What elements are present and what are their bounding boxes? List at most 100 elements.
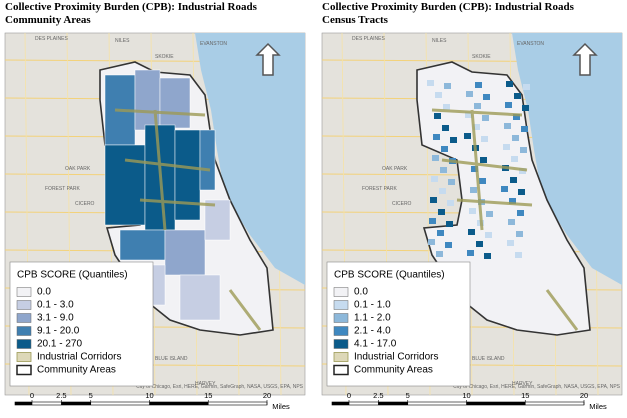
legend-swatch	[333, 287, 349, 297]
attribution: City of Chicago, Esri, HERE, Garmin, Saf…	[453, 384, 621, 390]
tract-fill	[430, 197, 437, 203]
tract-fill	[437, 230, 444, 236]
panel-subtitle: Census Tracts	[322, 14, 389, 26]
legend: CPB SCORE (Quantiles) 0.0 0.1 - 3.0 3.1 - 9…	[9, 261, 154, 387]
tract-fill	[479, 178, 486, 184]
area-fill	[174, 129, 201, 221]
legend-swatch	[16, 326, 32, 336]
tract-fill	[445, 242, 452, 248]
place-label: EVANSTON	[517, 41, 544, 47]
tract-fill	[517, 210, 524, 216]
tract-fill	[443, 104, 450, 110]
tract-fill	[447, 200, 454, 206]
scale-unit: Miles	[272, 402, 290, 411]
tract-fill	[476, 241, 483, 247]
tract-fill	[504, 123, 511, 129]
place-label: CICERO	[392, 201, 412, 207]
scale-label: 20	[263, 391, 271, 400]
scale-label: 2.5	[56, 391, 66, 400]
tract-fill	[513, 114, 520, 120]
place-label: FOREST PARK	[362, 186, 397, 192]
legend-title: CPB SCORE (Quantiles)	[334, 270, 445, 281]
tract-fill	[484, 253, 491, 259]
scale-bar	[149, 402, 209, 405]
place-label: CICERO	[75, 201, 95, 207]
tract-fill	[483, 94, 490, 100]
tract-fill	[481, 136, 488, 142]
legend-label: 0.0	[354, 287, 368, 298]
tract-fill	[446, 221, 453, 227]
scale-label: 2.5	[373, 391, 383, 400]
scale-bar	[332, 402, 349, 405]
scale-label: 10	[145, 391, 153, 400]
tract-fill	[519, 168, 526, 174]
tract-fill	[470, 187, 477, 193]
tract-fill	[480, 157, 487, 163]
legend-label: Industrial Corridors	[37, 352, 121, 363]
scale-label: 5	[89, 391, 93, 400]
lake	[512, 33, 622, 285]
area-fill	[119, 229, 166, 261]
scale-label: 0	[347, 391, 351, 400]
legend-box	[9, 261, 154, 387]
legend-swatch	[333, 339, 349, 349]
north-arrow	[255, 42, 281, 76]
area-fill	[179, 274, 221, 321]
scale-label: 10	[462, 391, 470, 400]
tract-fill	[509, 198, 516, 204]
legend-swatch	[16, 352, 32, 362]
legend-title: CPB SCORE (Quantiles)	[17, 270, 128, 281]
legend-label: 4.1 - 17.0	[354, 339, 397, 350]
place-label: FOREST PARK	[45, 186, 80, 192]
legend-swatch	[333, 313, 349, 323]
place-label: NILES	[432, 38, 447, 44]
place-label: EVANSTON	[200, 41, 227, 47]
area-fill	[204, 199, 231, 241]
legend-label: 0.1 - 1.0	[354, 300, 391, 311]
legend-label: Industrial Corridors	[354, 352, 438, 363]
tract-fill	[482, 115, 489, 121]
area-fill	[104, 144, 146, 226]
tract-fill	[464, 133, 471, 139]
scale-label: 0	[30, 391, 34, 400]
tract-fill	[522, 105, 529, 111]
tract-fill	[468, 229, 475, 235]
legend-label: 2.1 - 4.0	[354, 326, 391, 337]
tract-fill	[516, 231, 523, 237]
tract-fill	[434, 113, 441, 119]
place-label: SKOKIE	[472, 54, 491, 60]
tract-fill	[473, 124, 480, 130]
lake	[195, 33, 305, 285]
legend-label: 0.0	[37, 287, 51, 298]
map-panel: Collective Proximity Burden (CPB): Indus…	[4, 1, 306, 411]
tract-fill	[444, 83, 451, 89]
place-label: OAK PARK	[382, 166, 408, 172]
choropleth	[104, 69, 231, 321]
legend-box	[326, 261, 471, 387]
tract-fill	[467, 250, 474, 256]
tract-fill	[475, 82, 482, 88]
tract-fill	[440, 167, 447, 173]
tract-fill	[428, 239, 435, 245]
scale-bar	[466, 402, 526, 405]
place-label: NILES	[115, 38, 130, 44]
attribution: City of Chicago, Esri, HERE, Garmin, Saf…	[136, 384, 304, 390]
scale-bar	[14, 401, 268, 406]
tract-fill	[432, 155, 439, 161]
legend-swatch	[16, 287, 32, 297]
legend-swatch	[333, 352, 349, 362]
legend-label: 1.1 - 2.0	[354, 313, 391, 324]
tract-fill	[514, 93, 521, 99]
panel-title: Collective Proximity Burden (CPB): Indus…	[322, 1, 575, 13]
place-label: OAK PARK	[65, 166, 91, 172]
tract-fill	[469, 208, 476, 214]
legend-swatch	[16, 313, 32, 323]
tract-fill	[474, 103, 481, 109]
legend-swatch	[333, 364, 349, 376]
tract-fill	[515, 252, 522, 258]
legend: CPB SCORE (Quantiles) 0.0 0.1 - 1.0 1.1 - 2…	[326, 261, 471, 387]
choropleth	[427, 80, 530, 259]
tract-fill	[506, 81, 513, 87]
legend-swatch	[333, 300, 349, 310]
